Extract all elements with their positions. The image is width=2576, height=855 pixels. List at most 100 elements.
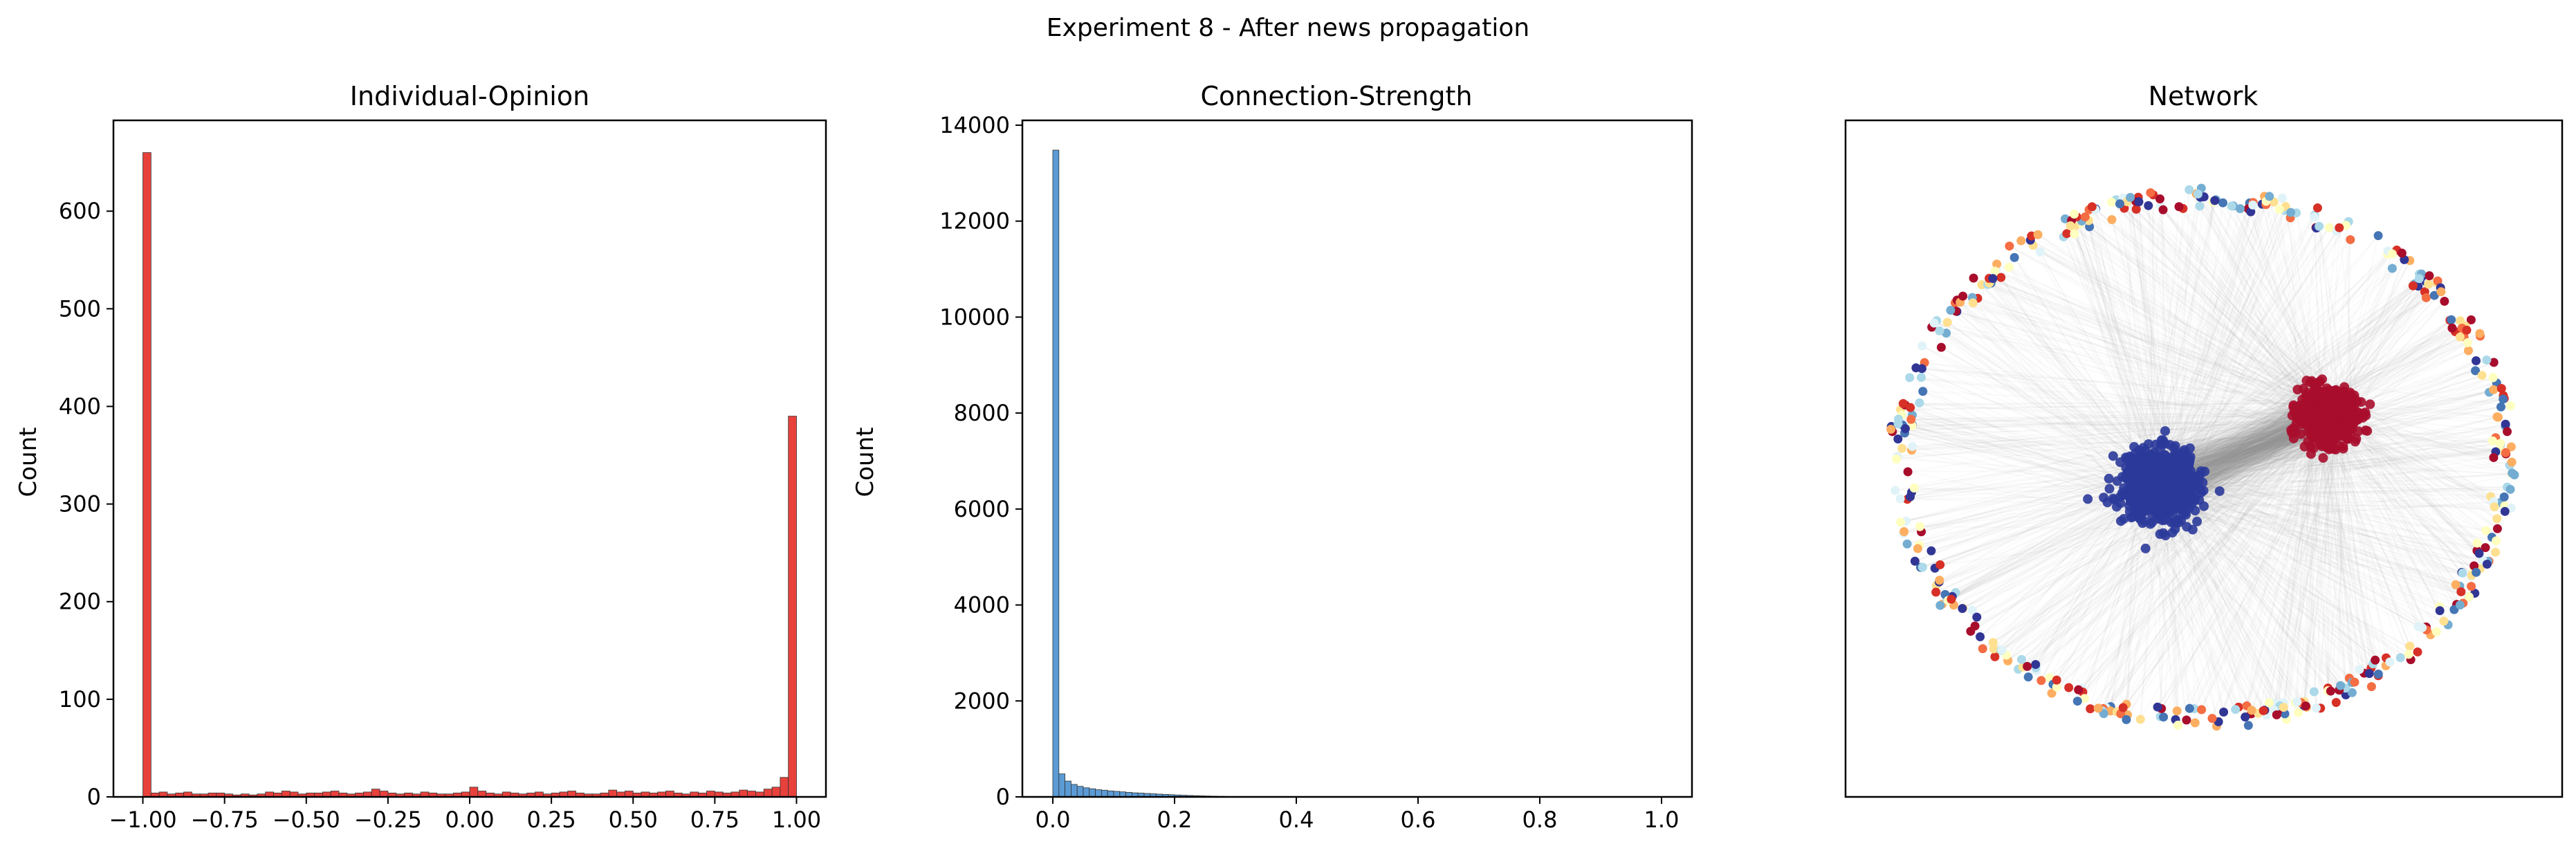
network-edge — [1905, 428, 2134, 492]
network-edge — [1956, 310, 2324, 420]
network-edge — [2250, 432, 2343, 715]
network-edge — [2088, 226, 2135, 448]
opinion-x-tick-label: 0.75 — [690, 807, 739, 833]
network-edge — [1910, 405, 2297, 498]
network-edge — [1921, 376, 2155, 487]
network-edge — [2077, 421, 2337, 690]
network-edge — [2014, 257, 2181, 477]
network-edge — [2169, 227, 2330, 445]
network-edge — [1905, 419, 2346, 430]
network-edge — [2066, 233, 2160, 479]
opinion-y-axis-label: Count — [15, 428, 42, 497]
network-edge — [2315, 429, 2477, 573]
network-edge — [1897, 435, 2347, 457]
network-edge — [2326, 423, 2346, 688]
network-edge — [2110, 516, 2141, 711]
network-edge — [2296, 413, 2355, 683]
network-edge — [1922, 367, 2313, 399]
network-edge — [2332, 407, 2427, 627]
network-edge — [1992, 277, 2324, 415]
network-edge — [2119, 403, 2312, 715]
network-edge — [2290, 217, 2299, 390]
network-node — [1969, 273, 1978, 283]
network-node — [2174, 460, 2184, 470]
network-edge — [1897, 407, 2326, 425]
network-edge — [2325, 425, 2411, 647]
network-edge — [1987, 284, 2329, 410]
network-edge — [1905, 404, 2329, 421]
network-edge — [2145, 474, 2515, 549]
network-edge — [2144, 497, 2164, 717]
network-edge — [2214, 200, 2331, 411]
network-edge — [2338, 228, 2359, 402]
network-node — [2218, 198, 2227, 208]
network-edge — [2144, 190, 2190, 461]
network-edge — [2249, 203, 2317, 405]
network-edge — [2306, 407, 2380, 677]
opinion-x-tick-label: 1.00 — [772, 807, 821, 833]
network-edge — [2119, 203, 2334, 408]
network-edge — [1972, 302, 2308, 419]
network-edge — [2155, 416, 2498, 508]
network-edge — [1962, 295, 2307, 421]
network-edge — [2162, 470, 2469, 598]
network-edge — [2273, 425, 2324, 710]
network-node — [2185, 452, 2196, 462]
network-edge — [1910, 407, 2130, 507]
network-node — [2083, 494, 2093, 504]
network-edge — [2070, 220, 2153, 463]
network-node — [2365, 399, 2375, 410]
network-node — [2492, 412, 2502, 422]
opinion-bar — [665, 791, 674, 798]
network-edge — [2008, 266, 2321, 426]
network-edge — [2169, 486, 2476, 594]
network-edge — [2035, 489, 2128, 671]
network-edge — [2339, 414, 2478, 551]
network-node — [1911, 363, 1921, 373]
network-edge — [2189, 496, 2505, 509]
network-node — [2219, 707, 2229, 717]
network-edge — [2017, 413, 2324, 670]
network-edge — [2263, 434, 2341, 711]
network-edge — [1989, 282, 2294, 439]
network-node — [2425, 271, 2434, 281]
network-edge — [2021, 240, 2335, 419]
network-edge — [2330, 422, 2472, 576]
network-node — [2279, 703, 2288, 712]
network-edge — [2332, 407, 2438, 632]
network-edge — [2027, 411, 2319, 668]
network-edge — [2189, 459, 2512, 475]
network-node — [2031, 660, 2041, 670]
network-edge — [2157, 468, 2491, 497]
network-edge — [2162, 484, 2469, 598]
network-node — [2355, 665, 2364, 674]
network-edge — [2312, 423, 2371, 674]
network-node — [2172, 706, 2182, 716]
network-edge — [2090, 398, 2327, 710]
network-node — [2193, 189, 2203, 199]
network-node — [1892, 454, 1902, 464]
network-edge — [2193, 419, 2303, 499]
network-edge — [2303, 414, 2321, 702]
network-edge — [2149, 449, 2501, 495]
network-edge — [2189, 474, 2386, 667]
network-edge — [1990, 282, 2328, 432]
network-edge — [2246, 434, 2346, 706]
network-edge — [2177, 421, 2337, 726]
network-edge — [2170, 211, 2252, 479]
network-edge — [2007, 417, 2350, 661]
network-node — [2165, 504, 2175, 515]
connection-bar — [1107, 790, 1114, 798]
network-node — [2128, 459, 2138, 470]
network-edge — [2342, 410, 2462, 593]
network-node — [2456, 587, 2466, 596]
network-node — [2472, 567, 2481, 577]
opinion-x-tick-label: −1.00 — [109, 807, 176, 833]
network-edge — [1950, 309, 2145, 499]
network-node — [2176, 503, 2187, 513]
network-edge — [2188, 477, 2476, 573]
network-edge — [2077, 428, 2294, 702]
network-edge — [1917, 477, 2130, 549]
network-edge — [1912, 425, 2320, 433]
network-node — [2086, 704, 2095, 714]
